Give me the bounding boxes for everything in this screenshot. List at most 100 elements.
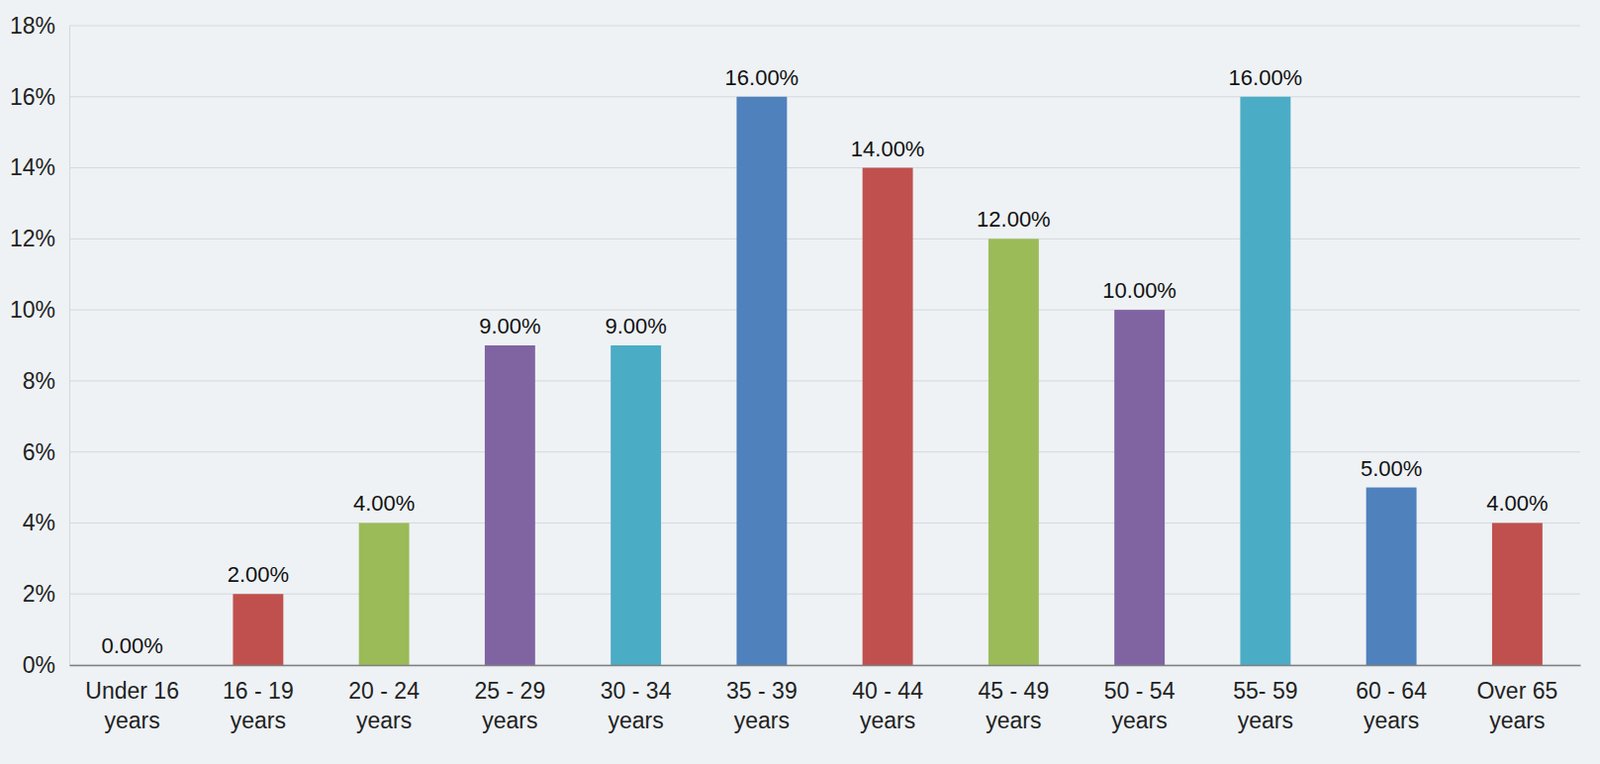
- bar: [1492, 522, 1543, 665]
- bar: [1239, 96, 1291, 665]
- y-tick: 8%: [22, 368, 70, 394]
- data-label: 2.00%: [227, 562, 289, 587]
- bars: [232, 96, 1542, 665]
- data-label: 9.00%: [478, 313, 541, 339]
- data-label: 5.00%: [1360, 456, 1422, 481]
- y-tick-label: 4%: [22, 509, 56, 536]
- bar: [610, 345, 661, 665]
- data-labels: 0.00% 2.00% 4.00% 9.00% 9.00% 16.00% 14.00% 12.…: [100, 65, 1548, 659]
- x-tick-label-line: 55- 59: [1232, 677, 1298, 704]
- grid-line: [69, 593, 1581, 595]
- y-tick: 4%: [22, 509, 70, 536]
- x-tick-label: 20 - 24 years: [348, 677, 420, 734]
- x-tick: 50 - 54 years: [1104, 664, 1176, 734]
- x-tick: 25 - 29 years: [474, 664, 547, 734]
- x-tick-label-line: Under 16: [85, 677, 180, 704]
- grid-line: [69, 379, 1581, 381]
- x-tick-label-line: 20 - 24: [348, 677, 420, 704]
- y-tick-label: 0%: [22, 652, 56, 678]
- x-axis: Under 16years16 - 19years20 - 24years25 …: [70, 664, 1582, 734]
- data-label: 16.00%: [725, 65, 800, 91]
- x-tick-label-line: years: [481, 707, 538, 734]
- x-tick-label-line: 40 - 44: [851, 677, 924, 704]
- x-tick: 20 - 24 years: [348, 664, 420, 734]
- data-label: 4.00%: [353, 490, 415, 516]
- x-tick-label-line: years: [608, 707, 664, 734]
- x-tick-label-line: years: [104, 707, 161, 734]
- x-tick-label: 60 - 64 years: [1355, 677, 1427, 734]
- y-tick: 10%: [9, 296, 70, 323]
- y-axis-line: [69, 26, 71, 666]
- x-tick-label-line: years: [985, 707, 1041, 734]
- data-label: 14.00%: [850, 136, 926, 162]
- bar: [1366, 487, 1417, 665]
- data-label: 10.00%: [1102, 278, 1177, 303]
- y-tick: 0%: [22, 652, 70, 678]
- x-tick-label-line: years: [356, 707, 412, 734]
- x-tick: Over 65 years: [1476, 664, 1558, 734]
- y-tick-label: 8%: [22, 368, 56, 394]
- grid-line: [69, 451, 1581, 453]
- chart: 0%2%4%6%8%10%12%14%16%18%Under 16years16…: [0, 0, 1600, 764]
- bar: [1114, 309, 1165, 665]
- x-tick-label: 25 - 29 years: [474, 677, 547, 734]
- x-tick: 30 - 34 years: [600, 664, 672, 734]
- x-tick: 55- 59 years: [1232, 664, 1298, 734]
- x-tick: 60 - 64 years: [1355, 664, 1427, 734]
- x-tick: Under 16 years: [85, 664, 180, 734]
- y-tick-label: 14%: [9, 154, 56, 181]
- y-tick: 18%: [9, 12, 70, 39]
- x-tick-label-line: years: [1363, 707, 1419, 734]
- y-tick-label: 10%: [9, 296, 56, 323]
- data-label: 16.00%: [1228, 65, 1304, 91]
- bar: [484, 345, 536, 665]
- grid-line: [69, 95, 1581, 97]
- x-tick-label-line: years: [1489, 707, 1545, 734]
- y-tick: 12%: [9, 225, 70, 252]
- x-tick: 40 - 44years: [851, 664, 924, 734]
- x-tick-label: 35 - 39 years: [726, 677, 798, 734]
- y-tick: 14%: [9, 154, 70, 181]
- grid: [69, 25, 1581, 665]
- bar: [862, 168, 914, 665]
- x-tick-label: 16 - 19 years: [222, 677, 294, 734]
- x-axis-line: [70, 664, 1582, 667]
- y-tick-label: 6%: [22, 439, 56, 466]
- x-tick-label-line: 16 - 19: [222, 677, 294, 704]
- data-label: 12.00%: [976, 206, 1051, 232]
- x-tick-label: Under 16 years: [85, 677, 180, 734]
- x-tick-label-line: 30 - 34: [600, 677, 672, 704]
- x-tick: 35 - 39 years: [726, 664, 798, 734]
- x-tick-label-line: years: [230, 707, 286, 734]
- x-tick-label-line: years: [1112, 707, 1168, 734]
- y-tick: 2%: [22, 580, 70, 607]
- x-tick-label: 40 - 44years: [851, 677, 924, 734]
- y-tick: 16%: [9, 84, 70, 110]
- bar: [988, 238, 1039, 665]
- data-label: 9.00%: [604, 313, 666, 339]
- y-tick-label: 16%: [9, 84, 56, 110]
- x-tick-label-line: 35 - 39: [726, 677, 798, 704]
- x-tick-label: 55- 59 years: [1232, 677, 1298, 734]
- bar: [736, 96, 787, 665]
- y-axis: 0% 2% 4% 6% 8% 10% 12% 14% 16% 18%: [9, 12, 71, 678]
- x-tick: 16 - 19 years: [222, 664, 294, 734]
- grid-line: [69, 309, 1581, 311]
- grid-line: [69, 664, 1581, 666]
- x-tick-label-line: years: [1237, 707, 1294, 734]
- x-tick-label: 50 - 54 years: [1104, 677, 1176, 734]
- x-tick-label-line: Over 65: [1476, 677, 1558, 704]
- data-label: 0.00%: [100, 633, 163, 659]
- y-tick-label: 12%: [9, 225, 56, 252]
- x-tick-label: 45 - 49 years: [978, 677, 1050, 734]
- x-tick-label-line: 45 - 49: [978, 677, 1050, 704]
- x-tick-label-line: 50 - 54: [1104, 677, 1176, 704]
- grid-line: [69, 167, 1581, 169]
- plot: 0%2%4%6%8%10%12%14%16%18%Under 16years16…: [9, 12, 1582, 734]
- bar: [359, 522, 410, 665]
- x-tick-label-line: 25 - 29: [474, 677, 547, 704]
- bar: [232, 593, 283, 665]
- grid-line: [69, 522, 1581, 524]
- x-tick-label-line: 60 - 64: [1355, 677, 1427, 704]
- x-tick-label-line: years: [734, 707, 790, 734]
